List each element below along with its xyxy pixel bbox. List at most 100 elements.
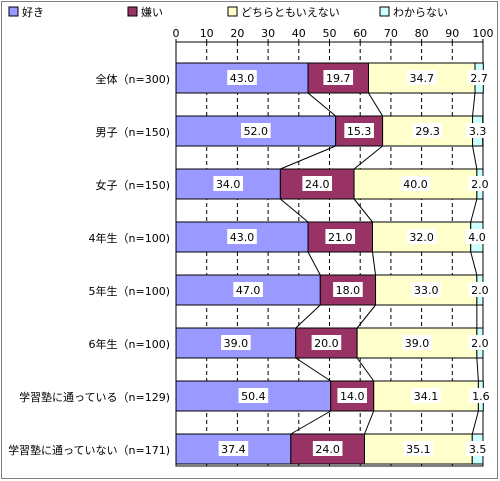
category-label: 5年生（n=100) — [89, 284, 170, 298]
data-label: 1.6 — [472, 390, 490, 403]
series-line — [356, 304, 376, 329]
legend-swatch — [379, 6, 390, 17]
data-label: 15.3 — [347, 125, 372, 138]
x-tick-label: 10 — [200, 27, 214, 40]
series-line — [368, 92, 384, 117]
data-label: 18.0 — [336, 284, 361, 297]
category-label: 男子（n=150) — [96, 126, 170, 139]
data-label: 2.0 — [471, 178, 489, 191]
data-label-bg — [337, 388, 368, 403]
data-label-bg — [403, 441, 434, 456]
x-tick-label: 40 — [292, 27, 306, 40]
series-line — [307, 92, 336, 117]
series-line — [472, 92, 476, 117]
data-label-bg — [469, 388, 493, 403]
data-label: 52.0 — [244, 125, 269, 138]
category-label: 全体（n=300) — [96, 72, 170, 86]
data-label-bg — [221, 335, 251, 350]
data-label-bg — [333, 282, 363, 297]
data-label: 40.0 — [403, 178, 428, 191]
category-label: 6年生（n=100) — [89, 337, 170, 351]
data-label-bg — [227, 229, 257, 244]
data-label: 34.0 — [216, 178, 241, 191]
data-label-bg — [323, 70, 354, 85]
data-label-bg — [238, 388, 269, 403]
data-label: 24.0 — [305, 178, 330, 191]
data-label-bg — [406, 70, 437, 85]
series-line — [470, 198, 478, 223]
data-label-bg — [468, 282, 492, 297]
series-line — [280, 145, 336, 170]
data-label-bg — [311, 335, 342, 350]
data-label-bg — [241, 123, 271, 138]
series-line — [353, 198, 373, 223]
data-label: 39.0 — [224, 337, 249, 350]
data-label-bg — [233, 282, 263, 297]
data-label-bg — [466, 123, 490, 138]
data-label: 24.0 — [315, 443, 340, 456]
series-line — [295, 357, 332, 382]
series-line — [295, 304, 321, 329]
data-label-bg — [468, 176, 492, 191]
series-line — [471, 410, 479, 435]
category-label: 4年生（n=100) — [89, 231, 170, 245]
data-label: 3.5 — [469, 443, 487, 456]
data-label-bg — [325, 229, 356, 244]
x-tick-label: 0 — [173, 27, 180, 40]
data-label-bg — [465, 229, 489, 244]
legend-swatch — [227, 6, 238, 17]
series-line — [356, 357, 375, 382]
data-label-bg — [400, 176, 431, 191]
data-label: 37.4 — [221, 443, 246, 456]
data-label-bg — [227, 70, 257, 85]
data-label-bg — [213, 176, 243, 191]
x-tick-label: 70 — [384, 27, 398, 40]
data-label: 32.0 — [409, 231, 434, 244]
data-label: 43.0 — [230, 72, 255, 85]
data-label-bg — [312, 441, 343, 456]
category-label: 女子（n=150) — [96, 178, 170, 192]
x-tick-label: 50 — [323, 27, 337, 40]
category-label: 学習塾に通っている（n=129) — [19, 390, 170, 404]
data-label: 2.0 — [471, 284, 489, 297]
legend-swatch — [8, 6, 19, 17]
x-tick-label: 20 — [230, 27, 244, 40]
series-line — [470, 251, 478, 276]
data-label: 2.0 — [471, 337, 489, 350]
legend-label: 嫌い — [141, 5, 163, 19]
x-tick-label: 80 — [415, 27, 429, 40]
data-label: 47.0 — [236, 284, 261, 297]
data-label: 19.7 — [326, 72, 351, 85]
series-line — [280, 198, 309, 223]
data-label-bg — [467, 70, 491, 85]
data-label: 35.1 — [406, 443, 431, 456]
data-label: 3.3 — [469, 125, 487, 138]
legend-label: 好き — [22, 5, 44, 19]
data-label-bg — [466, 441, 490, 456]
legend-swatch — [127, 6, 138, 17]
data-label: 21.0 — [328, 231, 353, 244]
data-label-bg — [412, 123, 443, 138]
data-label: 50.4 — [241, 390, 266, 403]
data-label-bg — [302, 176, 333, 191]
series-line — [364, 410, 375, 435]
category-label: 学習塾に通っていない（n=171) — [8, 443, 170, 457]
series-line — [353, 145, 383, 170]
series-line — [307, 251, 321, 276]
series-line — [476, 357, 479, 382]
x-tick-label: 60 — [353, 27, 367, 40]
series-line — [290, 410, 331, 435]
data-label: 33.0 — [414, 284, 439, 297]
series-line — [472, 145, 478, 170]
data-label-bg — [344, 123, 374, 138]
data-label: 4.0 — [468, 231, 486, 244]
data-label: 39.0 — [405, 337, 430, 350]
data-label: 20.0 — [314, 337, 339, 350]
data-label-bg — [411, 388, 441, 403]
data-label: 29.3 — [415, 125, 440, 138]
x-tick-label: 100 — [473, 27, 494, 40]
data-label-bg — [218, 441, 249, 456]
series-line — [371, 251, 377, 276]
